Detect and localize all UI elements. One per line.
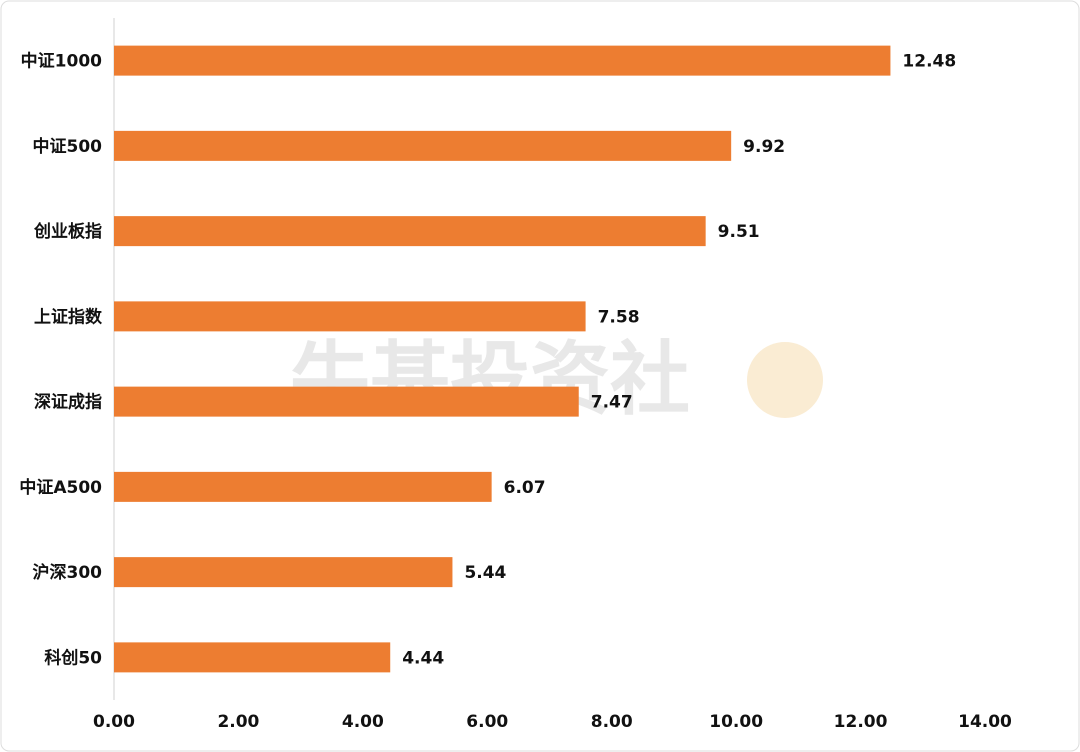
x-tick-label: 0.00 <box>93 712 135 732</box>
y-tick-label: 科创50 <box>44 647 102 668</box>
y-tick-label: 中证1000 <box>21 51 102 72</box>
y-tick-label: 沪深300 <box>33 562 103 583</box>
y-tick-label: 中证A500 <box>19 477 102 498</box>
x-tick-label: 2.00 <box>217 712 259 732</box>
value-label: 4.44 <box>402 648 444 668</box>
y-tick-label: 深证成指 <box>34 392 102 413</box>
x-tick-label: 6.00 <box>466 712 508 732</box>
value-label: 7.58 <box>598 307 640 327</box>
bar <box>114 557 453 588</box>
x-tick-label: 12.00 <box>834 712 888 732</box>
value-label: 9.92 <box>743 137 785 157</box>
bar <box>114 386 579 417</box>
value-label: 7.47 <box>591 393 633 413</box>
y-tick-label: 上证指数 <box>34 306 103 327</box>
value-label: 6.07 <box>504 478 546 498</box>
x-tick-label: 14.00 <box>958 712 1012 732</box>
bar <box>114 45 891 76</box>
y-tick-label: 中证500 <box>33 136 103 157</box>
x-tick-label: 8.00 <box>591 712 633 732</box>
x-tick-label: 10.00 <box>709 712 763 732</box>
bar <box>114 216 706 247</box>
bar <box>114 130 732 161</box>
value-label: 9.51 <box>718 222 760 242</box>
watermark-logo <box>747 342 823 418</box>
bar <box>114 642 391 673</box>
bar <box>114 301 586 332</box>
y-tick-label: 创业板指 <box>33 221 102 242</box>
value-label: 5.44 <box>464 563 506 583</box>
x-tick-label: 4.00 <box>342 712 384 732</box>
value-label: 12.48 <box>902 52 956 72</box>
bar <box>114 471 492 502</box>
